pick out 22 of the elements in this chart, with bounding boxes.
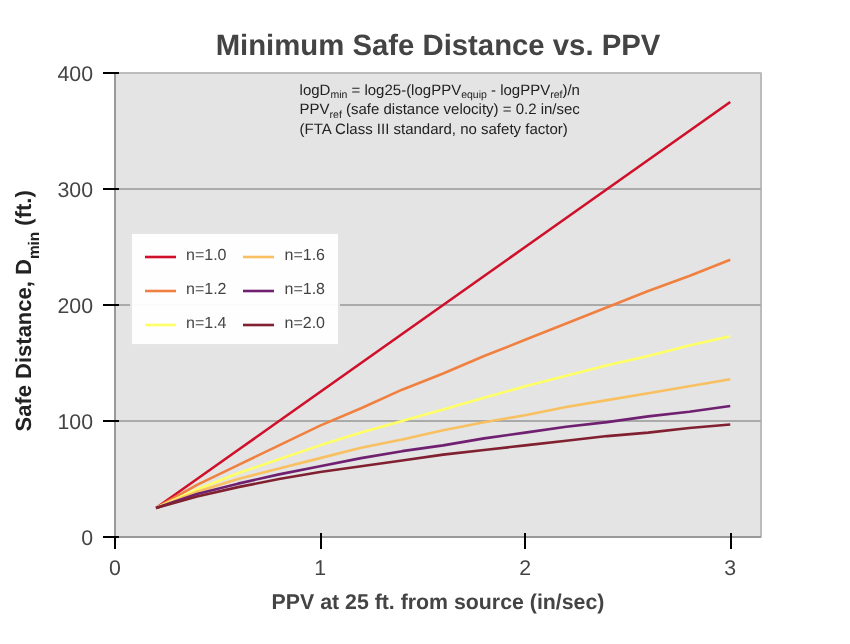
x-tick-label: 0 <box>109 557 122 581</box>
x-tick-label: 3 <box>724 557 737 581</box>
y-tick-label: 200 <box>57 295 94 319</box>
legend-label: n=2.0 <box>284 314 325 332</box>
line-series <box>154 404 732 510</box>
line-series <box>154 335 732 510</box>
chart-title: Minimum Safe Distance vs. PPV <box>215 31 661 63</box>
line-series <box>154 100 732 510</box>
y-tick-label: 100 <box>57 411 94 435</box>
x-tick-label: 2 <box>519 557 532 581</box>
y-tick-label: 300 <box>57 179 94 203</box>
y-tick-label: 400 <box>57 63 94 87</box>
legend-label: n=1.6 <box>284 246 325 264</box>
line-series <box>154 258 732 510</box>
x-axis-title: PPV at 25 ft. from source (in/sec) <box>271 591 606 615</box>
y-tick-label: 0 <box>81 527 94 551</box>
legend-label: n=1.2 <box>186 280 227 298</box>
legend-label: n=1.8 <box>284 280 325 298</box>
line-series <box>154 423 732 510</box>
x-tick-label: 1 <box>314 557 327 581</box>
legend-label: n=1.4 <box>186 314 227 332</box>
legend-label: n=1.0 <box>186 246 227 264</box>
